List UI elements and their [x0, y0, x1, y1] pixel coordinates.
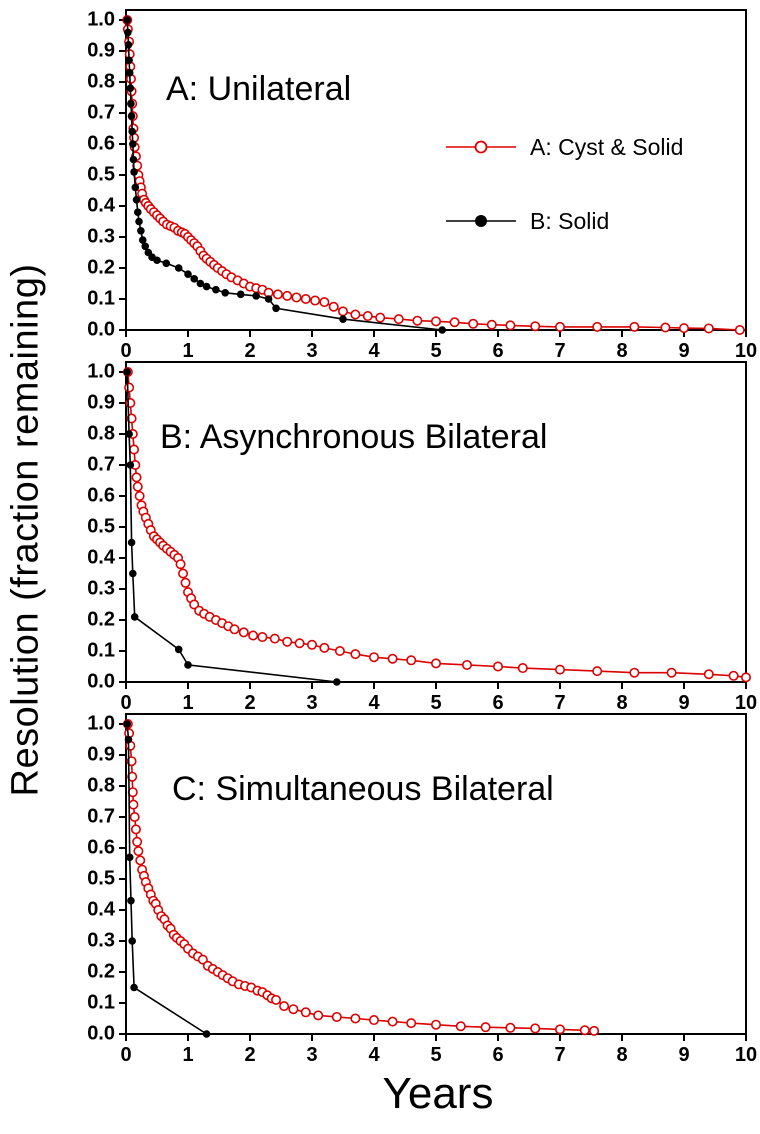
svg-text:6: 6	[492, 1044, 503, 1066]
svg-text:8: 8	[616, 692, 627, 714]
svg-text:3: 3	[306, 340, 317, 362]
svg-text:6: 6	[492, 692, 503, 714]
svg-text:8: 8	[616, 1044, 627, 1066]
x-axis-label: Years	[382, 1069, 494, 1118]
svg-text:0.7: 0.7	[87, 101, 115, 123]
svg-text:4: 4	[368, 1044, 380, 1066]
svg-text:1.0: 1.0	[87, 8, 115, 30]
svg-text:0.4: 0.4	[87, 194, 116, 216]
open-circle-marker-icon	[446, 137, 516, 157]
legend-entry-solid: B: Solid	[446, 207, 683, 234]
svg-text:9: 9	[678, 692, 689, 714]
panel-b: 0.0 0.1 0.2 0.3 0.4 0.5 0.6 0.7 0.8 0.9 1.0 0 1 2 3 4 5 6…	[48, 360, 760, 714]
svg-text:0.9: 0.9	[87, 743, 115, 765]
legend-entry-cyst-solid: A: Cyst & Solid	[446, 133, 684, 160]
panel-a-chart: 0.0 0.1 0.2 0.3 0.4 0.5 0.6 0.7 0.8 0.9 1.0 0 1 2 3 4 5 6…	[48, 8, 760, 362]
svg-text:5: 5	[430, 692, 441, 714]
svg-text:7: 7	[554, 340, 565, 362]
svg-text:9: 9	[678, 340, 689, 362]
svg-text:7: 7	[554, 1044, 565, 1066]
svg-text:0.1: 0.1	[87, 991, 115, 1013]
panel-b-chart: 0.0 0.1 0.2 0.3 0.4 0.5 0.6 0.7 0.8 0.9 1.0 0 1 2 3 4 5 6…	[48, 360, 760, 714]
panel-c-chart: 0.0 0.1 0.2 0.3 0.4 0.5 0.6 0.7 0.8 0.9 1.0 0 1 2 3 4 5 6…	[48, 712, 760, 1066]
svg-text:0.2: 0.2	[87, 608, 115, 630]
svg-text:8: 8	[616, 340, 627, 362]
svg-text:0.2: 0.2	[87, 960, 115, 982]
svg-text:0: 0	[120, 340, 131, 362]
svg-text:0.6: 0.6	[87, 132, 115, 154]
svg-text:0.7: 0.7	[87, 805, 115, 827]
svg-text:0.8: 0.8	[87, 774, 115, 796]
svg-text:0.6: 0.6	[87, 836, 115, 858]
svg-text:0.8: 0.8	[87, 422, 115, 444]
svg-text:1: 1	[182, 692, 193, 714]
svg-text:4: 4	[368, 340, 380, 362]
svg-text:0.1: 0.1	[87, 287, 115, 309]
svg-text:0.4: 0.4	[87, 546, 116, 568]
panel-a: 0.0 0.1 0.2 0.3 0.4 0.5 0.6 0.7 0.8 0.9 1.0 0 1 2 3 4 5 6…	[48, 8, 760, 362]
svg-text:0.8: 0.8	[87, 70, 115, 92]
panel-a-title: A: Unilateral	[166, 70, 352, 108]
svg-text:0.9: 0.9	[87, 391, 115, 413]
svg-text:0.6: 0.6	[87, 484, 115, 506]
svg-text:2: 2	[244, 340, 255, 362]
svg-text:1: 1	[182, 1044, 193, 1066]
svg-text:2: 2	[244, 1044, 255, 1066]
svg-text:0.4: 0.4	[87, 898, 116, 920]
y-axis-label: Resolution (fraction remaining)	[4, 263, 47, 797]
svg-text:0.5: 0.5	[87, 867, 115, 889]
svg-text:0.3: 0.3	[87, 577, 115, 599]
svg-text:0.3: 0.3	[87, 225, 115, 247]
svg-text:2: 2	[244, 692, 255, 714]
svg-text:0.1: 0.1	[87, 639, 115, 661]
svg-text:10: 10	[735, 340, 757, 362]
svg-text:0: 0	[120, 692, 131, 714]
charts-column: 0.0 0.1 0.2 0.3 0.4 0.5 0.6 0.7 0.8 0.9 1.0 0 1 2 3 4 5 6…	[48, 0, 760, 1128]
svg-text:1: 1	[182, 340, 193, 362]
svg-text:0.0: 0.0	[87, 1022, 115, 1044]
svg-text:5: 5	[430, 1044, 441, 1066]
legend-label-cyst-solid: A: Cyst & Solid	[530, 133, 684, 160]
svg-text:5: 5	[430, 340, 441, 362]
svg-text:1.0: 1.0	[87, 712, 115, 734]
svg-text:0.0: 0.0	[87, 318, 115, 340]
svg-text:3: 3	[306, 692, 317, 714]
legend: A: Cyst & Solid B: Solid	[446, 133, 684, 284]
svg-text:10: 10	[735, 692, 757, 714]
svg-text:4: 4	[368, 692, 380, 714]
svg-text:9: 9	[678, 1044, 689, 1066]
legend-label-solid: B: Solid	[530, 207, 610, 234]
svg-text:0.0: 0.0	[87, 670, 115, 692]
svg-text:0.2: 0.2	[87, 256, 115, 278]
svg-text:0.3: 0.3	[87, 929, 115, 951]
svg-text:6: 6	[492, 340, 503, 362]
svg-text:0.5: 0.5	[87, 163, 115, 185]
panel-c-title: C: Simultaneous Bilateral	[172, 770, 554, 808]
svg-text:7: 7	[554, 692, 565, 714]
panel-b-title: B: Asynchronous Bilateral	[160, 418, 548, 456]
svg-text:0.7: 0.7	[87, 453, 115, 475]
svg-text:0.5: 0.5	[87, 515, 115, 537]
svg-text:3: 3	[306, 1044, 317, 1066]
svg-text:0: 0	[120, 1044, 131, 1066]
panel-c: 0.0 0.1 0.2 0.3 0.4 0.5 0.6 0.7 0.8 0.9 1.0 0 1 2 3 4 5 6…	[48, 712, 760, 1066]
svg-text:10: 10	[735, 1044, 757, 1066]
y-axis-label-column: Resolution (fraction remaining)	[0, 0, 48, 1128]
svg-text:1.0: 1.0	[87, 360, 115, 382]
filled-circle-marker-icon	[446, 211, 516, 231]
svg-text:0.9: 0.9	[87, 39, 115, 61]
